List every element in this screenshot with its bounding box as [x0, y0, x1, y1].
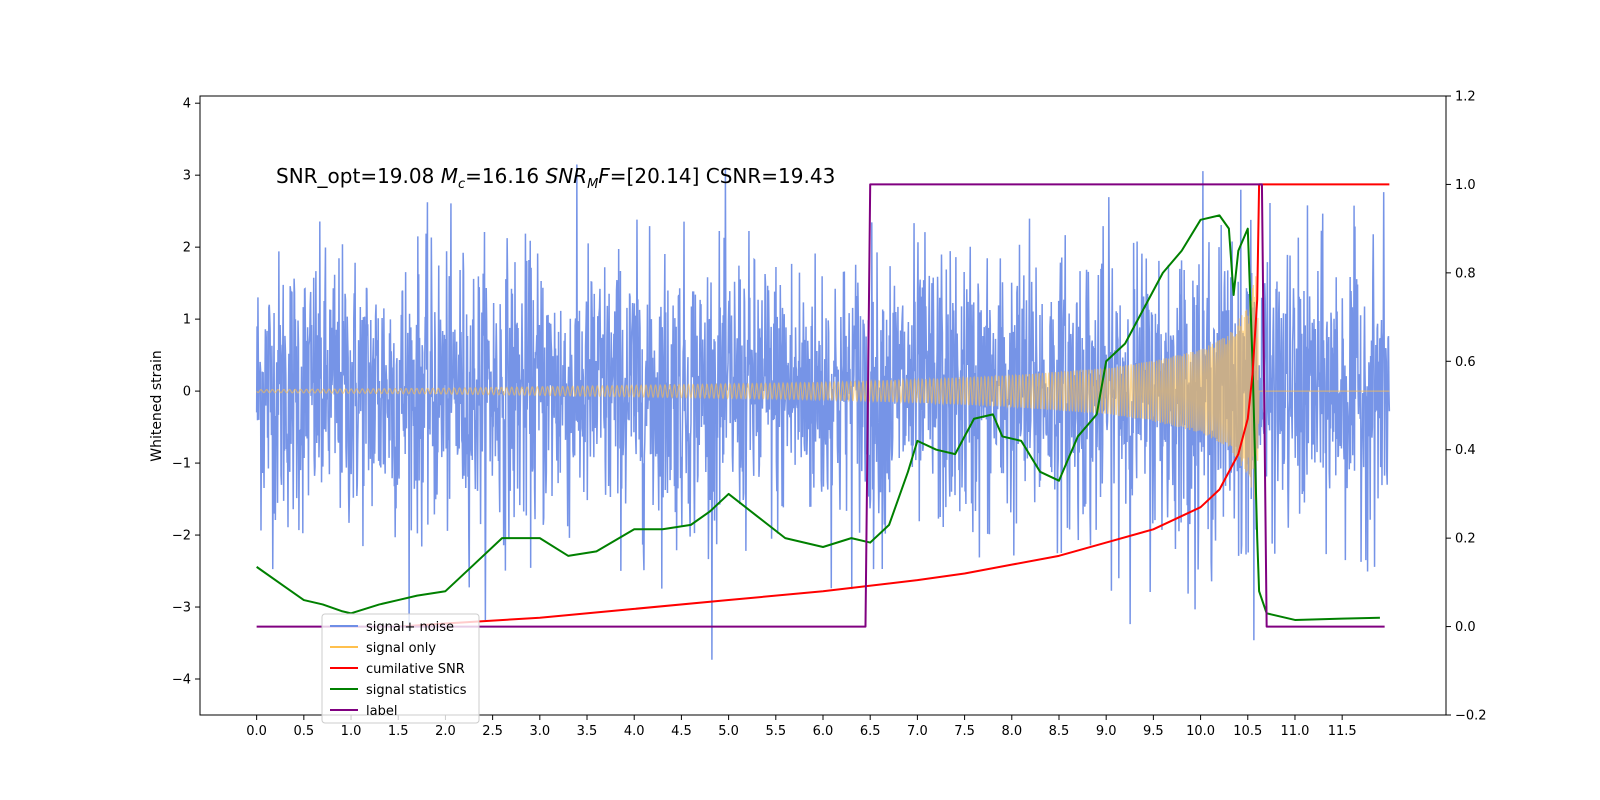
right-y-tick-label: 0.4 [1455, 443, 1476, 458]
legend-label-cumulative-snr: cumilative SNR [366, 662, 465, 677]
x-tick-label: 1.5 [388, 724, 409, 739]
signal-statistics-series [256, 214, 1380, 621]
chart-annotation: SNR_opt=19.08 Mc=16.16 SNRMF=[20.14] CSN… [276, 164, 835, 192]
x-tick-label: 11.5 [1328, 724, 1357, 739]
y-axis-label: Whitened strain [149, 350, 165, 461]
x-tick-label: 6.0 [813, 724, 834, 739]
left-y-tick-label: 2 [183, 241, 191, 256]
left-y-tick-label: 3 [183, 169, 191, 184]
annotation-snr-sub: M [587, 177, 598, 192]
legend-label-signal-only: signal only [366, 641, 436, 656]
right-y-tick-label: −0.2 [1455, 709, 1487, 724]
annotation-mc-value: =16.16 [465, 164, 545, 188]
x-tick-label: 5.0 [718, 724, 739, 739]
annotation-mc-symbol: M [441, 164, 458, 188]
x-tick-label: 1.0 [341, 724, 362, 739]
annotation-snr-opt: SNR_opt=19.08 [276, 164, 441, 188]
x-tick-label: 3.0 [529, 724, 550, 739]
x-tick-label: 0.0 [246, 724, 267, 739]
x-tick-label: 6.5 [860, 724, 881, 739]
annotation-snr-symbol: SNR [546, 164, 588, 188]
left-y-tick-label: −2 [172, 529, 191, 544]
legend-box [321, 613, 480, 724]
x-tick-label: 2.5 [482, 724, 503, 739]
x-tick-label: 9.5 [1143, 724, 1164, 739]
right-y-tick-label: 0.2 [1455, 532, 1476, 547]
x-tick-label: 9.0 [1096, 724, 1117, 739]
right-y-tick-label: 0.6 [1455, 355, 1476, 370]
annotation-snr-value: =[20.14] CSNR=19.43 [610, 164, 836, 188]
legend-label-label: label [366, 704, 397, 719]
left-y-tick-label: 4 [183, 97, 191, 112]
signal-statistics-line [256, 214, 1380, 621]
right-y-axis: −0.2 0.0 0.2 0.4 0.6 0.8 1.0 1.2 [1446, 90, 1487, 724]
x-tick-label: 10.5 [1233, 724, 1262, 739]
annotation-mc-sub: c [458, 177, 465, 192]
left-y-axis: −4 −3 −2 −1 0 1 2 3 4 [172, 97, 200, 688]
x-tick-label: 10.0 [1186, 724, 1215, 739]
signal-only-line [256, 276, 1390, 504]
label-line [256, 183, 1385, 628]
cumulative-snr-line [398, 183, 1390, 628]
left-y-tick-label: −4 [172, 673, 191, 688]
x-tick-label: 3.5 [577, 724, 598, 739]
signal-only-series [256, 276, 1390, 504]
right-y-tick-label: 1.2 [1455, 90, 1476, 105]
right-y-tick-label: 1.0 [1455, 178, 1476, 193]
x-tick-label: 4.5 [671, 724, 692, 739]
x-tick-label: 2.0 [435, 724, 456, 739]
x-tick-label: 4.0 [624, 724, 645, 739]
right-y-tick-label: 0.0 [1455, 620, 1476, 635]
legend-label-signal-noise: signal+ noise [366, 620, 454, 635]
x-tick-label: 7.5 [954, 724, 975, 739]
x-tick-label: 8.0 [1001, 724, 1022, 739]
left-y-tick-label: 1 [183, 313, 191, 328]
x-tick-label: 8.5 [1049, 724, 1070, 739]
left-y-tick-label: −3 [172, 601, 191, 616]
legend-label-signal-statistics: signal statistics [366, 683, 467, 698]
x-axis: 0.0 0.5 1.0 1.5 2.0 2.5 3.0 3.5 4.0 4.5 5.0 5.5 6.0 6… [246, 715, 1357, 739]
left-y-tick-label: 0 [183, 385, 191, 400]
legend: signal+ noise signal only cumilative SNR… [321, 613, 480, 724]
label-series [256, 183, 1385, 628]
x-tick-label: 7.0 [907, 724, 928, 739]
right-y-tick-label: 0.8 [1455, 266, 1476, 281]
annotation-snr-after: F [598, 164, 610, 188]
cumulative-snr-series [398, 183, 1390, 628]
x-tick-label: 5.5 [765, 724, 786, 739]
x-tick-label: 0.5 [293, 724, 314, 739]
x-tick-label: 11.0 [1280, 724, 1309, 739]
left-y-tick-label: −1 [172, 457, 191, 472]
